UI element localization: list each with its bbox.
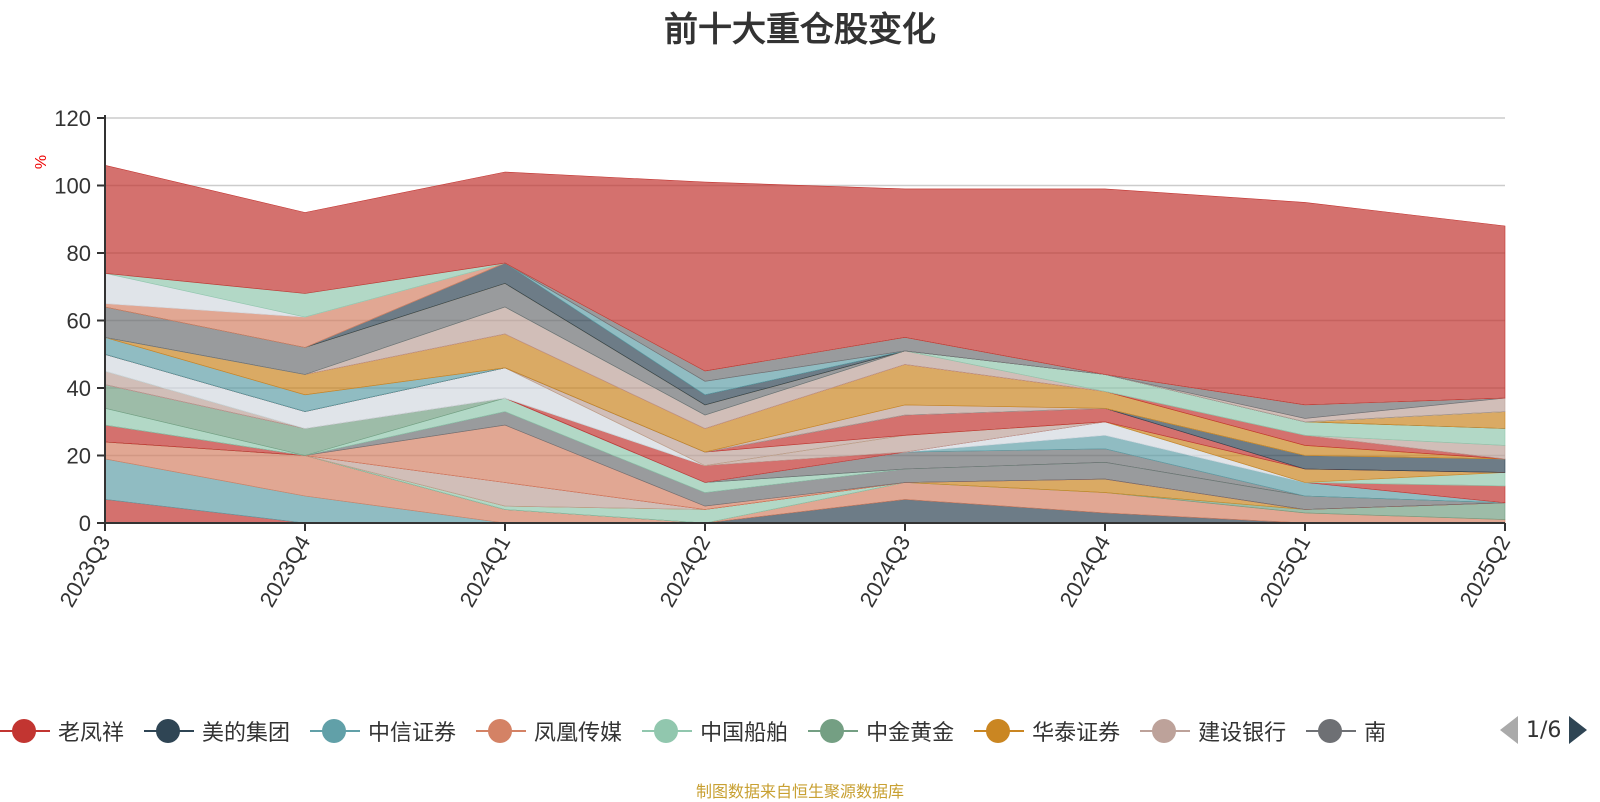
legend-item[interactable]: 老凤祥 [0,715,124,747]
legend-label: 中国船舶 [700,721,789,746]
legend-item[interactable]: 中国船舶 [642,715,788,747]
y-tick-label: 80 [67,241,91,266]
legend-item[interactable]: 中金黄金 [808,715,954,747]
legend-marker-icon [476,718,527,744]
y-axis-unit-label: % [33,155,50,169]
legend-item[interactable]: 凤凰传媒 [476,715,622,747]
legend-marker-icon [1306,718,1357,744]
legend-item[interactable]: 美的集团 [144,715,290,747]
y-tick-label: 100 [54,174,91,199]
legend-label: 中信证券 [368,721,457,746]
area-band-40 [104,164,1506,406]
legend-item[interactable]: 建设银行 [1140,715,1286,747]
legend-marker-icon [0,718,50,744]
chart-title: 前十大重仓股变化 [664,10,936,50]
legend-label: 中金黄金 [866,721,955,746]
x-tick-label: 2025Q1 [1255,531,1316,611]
legend-marker-icon [144,718,195,744]
legend-marker-icon [642,718,693,744]
x-tick-label: 2023Q3 [55,531,116,611]
legend-label: 华泰证券 [1032,721,1121,746]
x-tick-label: 2024Q3 [855,531,916,611]
x-tick-label: 2024Q2 [655,531,716,611]
legend-pager: 1/6 [1500,716,1588,744]
y-tick-label: 0 [79,511,91,536]
y-tick-label: 40 [67,376,91,401]
legend-prev-page-icon[interactable] [1500,716,1518,744]
legend-item[interactable]: 中信证券 [310,715,456,747]
x-tick-label: 2023Q4 [255,531,316,611]
legend-marker-icon [974,718,1025,744]
legend-label: 老凤祥 [58,721,125,746]
legend-label: 南 [1364,721,1387,746]
x-tick-label: 2024Q1 [455,531,516,611]
stacked-area-chart: 0 20 40 60 80 100 120 2023Q3 2023Q4 2024Q1 2024Q2 2… [33,106,1516,611]
x-tick-label: 2025Q2 [1455,531,1516,611]
y-tick-label: 20 [67,444,91,469]
y-tick-label: 60 [67,309,91,334]
x-tick-label: 2024Q4 [1055,531,1116,611]
area-bands [104,164,1506,524]
legend-marker-icon [310,718,361,744]
legend-next-page-icon[interactable] [1569,716,1588,744]
legend-label: 美的集团 [202,721,291,746]
legend-marker-icon [1140,718,1191,744]
legend: 老凤祥 美的集团 中信证券 凤凰传媒 中国船舶 中金黄金 华泰证券 建设银行 南 [0,713,1490,749]
legend-item[interactable]: 华泰证券 [974,715,1120,747]
source-note: 制图数据来自恒生聚源数据库 [695,782,904,801]
legend-item[interactable]: 南 [1306,715,1386,747]
legend-label: 凤凰传媒 [534,721,623,746]
legend-page-indicator: 1/6 [1526,717,1562,743]
legend-label: 建设银行 [1198,721,1287,746]
legend-marker-icon [808,718,859,744]
y-tick-label: 120 [54,106,91,131]
